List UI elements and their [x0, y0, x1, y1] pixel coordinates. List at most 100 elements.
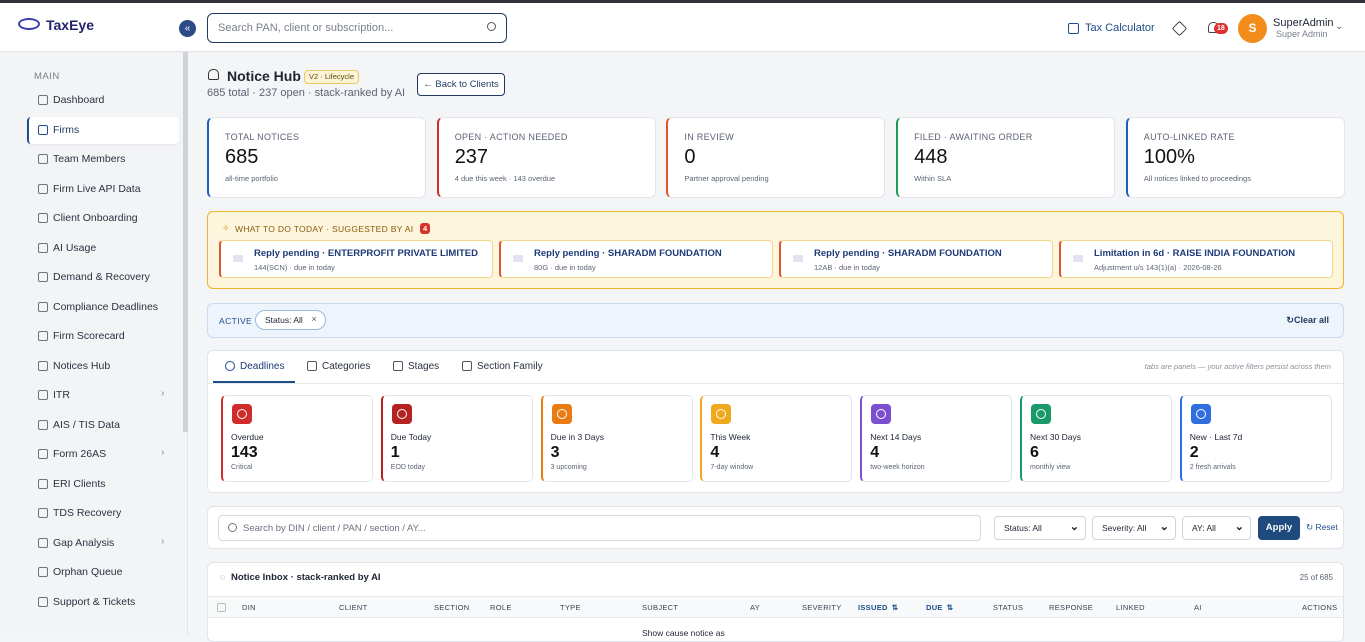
collapse-button[interactable]: « [179, 20, 196, 37]
ai-item[interactable]: Reply pending · SHARADM FOUNDATION 12AB ·… [779, 240, 1053, 278]
inbox-title: Notice Inbox · stack-ranked by AI [231, 572, 381, 583]
back-button[interactable]: ← Back to Clients [417, 73, 505, 96]
column-header[interactable]: TYPE [560, 603, 581, 612]
nav-label: Client Onboarding [53, 212, 138, 224]
row-subject: Show cause notice as [642, 628, 725, 638]
header-icon [208, 69, 219, 80]
active-label: ACTIVE [219, 316, 253, 326]
deadline-label: Due Today [390, 432, 432, 442]
column-header[interactable]: SEVERITY [802, 603, 842, 612]
tab-icon [307, 361, 317, 371]
column-header[interactable]: CLIENT [339, 603, 367, 612]
filter-select[interactable]: Severity: All ⌄ [1092, 516, 1176, 540]
nav-label: Dashboard [53, 94, 105, 106]
clear-all-label: Clear all [1293, 315, 1329, 325]
nav-icon [38, 478, 48, 489]
column-header[interactable]: LINKED [1116, 603, 1145, 612]
stat-label: TOTAL NOTICES [225, 132, 300, 142]
nav-item[interactable]: Firms [27, 116, 179, 144]
nav-item[interactable]: Orphan Queue [27, 559, 179, 586]
deadline-card[interactable]: Next 30 Days 6 monthly view [1020, 395, 1172, 482]
select-label: Status: All [1004, 523, 1042, 533]
nav-label: ERI Clients [53, 477, 106, 490]
deadline-note: 7-day window [710, 464, 754, 471]
ai-item[interactable]: Limitation in 6d · RAISE INDIA FOUNDATIO… [1059, 240, 1333, 278]
avatar[interactable]: S [1238, 14, 1267, 43]
deadline-card[interactable]: Next 14 Days 4 two-week horizon [860, 395, 1013, 482]
user-menu-chevron[interactable]: ⌄ [1335, 21, 1344, 32]
nav-item[interactable]: TDS Recovery [27, 500, 179, 527]
column-header[interactable]: STATUS [993, 603, 1023, 612]
deadline-label: Due in 3 Days [550, 432, 604, 442]
column-header[interactable]: SUBJECT [642, 603, 678, 612]
clear-all[interactable]: ↻Clear all [1286, 315, 1329, 325]
nav-item[interactable]: AIS / TIS Data [27, 412, 179, 439]
filter-select[interactable]: AY: All ⌄ [1182, 516, 1251, 540]
nav-item[interactable]: Notices Hub [27, 353, 179, 380]
nav-item[interactable]: Demand & Recovery [27, 264, 179, 291]
filter-chip-label: Status: All [265, 315, 303, 325]
logo-icon [18, 18, 40, 30]
ai-item-subtitle: 80G · due in today [534, 263, 596, 272]
nav-label: Demand & Recovery [53, 271, 150, 283]
stat-card: IN REVIEW 0 Partner approval pending [666, 117, 886, 198]
ai-item[interactable]: Reply pending · SHARADM FOUNDATION 80G · … [499, 240, 773, 278]
user-name: SuperAdmin [1273, 17, 1334, 29]
column-header[interactable]: SECTION [434, 603, 469, 612]
stat-card: AUTO-LINKED RATE 100% All notices linked t… [1125, 117, 1345, 198]
tab-label: Stages [408, 361, 440, 372]
column-header[interactable]: AI [1194, 603, 1202, 612]
global-search[interactable]: Search PAN, client or subscription... [207, 13, 507, 43]
apply-button[interactable]: Apply [1258, 516, 1300, 540]
nav-item[interactable]: Support & Tickets [27, 589, 179, 616]
nav-label: Firm Scorecard [53, 330, 125, 342]
nav-item[interactable]: Dashboard [27, 87, 179, 114]
column-header[interactable]: DIN [242, 603, 256, 612]
nav-item[interactable]: Compliance Deadlines [27, 294, 179, 321]
column-label: STATUS [993, 603, 1024, 612]
deadline-card[interactable]: Overdue 143 Critical [221, 395, 373, 482]
nav-item[interactable]: Team Members [27, 146, 179, 173]
eraser-icon[interactable] [1171, 20, 1188, 37]
nav-item[interactable]: Firm Scorecard [27, 323, 179, 350]
deadline-value: 6 [1030, 444, 1039, 461]
tab-label: Section Family [477, 361, 543, 372]
stat-value: 0 [684, 146, 696, 168]
ai-item[interactable]: Reply pending · ENTERPROFIT PRIVATE LIMI… [219, 240, 493, 278]
stat-value: 237 [454, 146, 489, 168]
nav-item[interactable]: AI Usage [27, 235, 179, 262]
notice-search[interactable]: Search by DIN / client / PAN / section /… [218, 515, 981, 541]
deadline-note: Critical [231, 464, 253, 471]
nav-item[interactable]: Form 26AS › [27, 441, 179, 468]
nav-item[interactable]: ERI Clients [27, 471, 179, 498]
nav-chevron: › [161, 447, 165, 458]
nav-item[interactable]: Gap Analysis › [27, 530, 179, 557]
tab-icon [393, 361, 403, 371]
select-all[interactable] [217, 603, 226, 612]
deadline-card[interactable]: Due in 3 Days 3 3 upcoming [540, 395, 693, 482]
filter-select[interactable]: Status: All ⌄ [994, 516, 1086, 540]
ai-item-title: Reply pending · SHARADM FOUNDATION [534, 248, 722, 259]
deadline-card[interactable]: New · Last 7d 2 2 fresh arrivals [1179, 395, 1332, 482]
nav-label: AI Usage [53, 241, 97, 254]
deadline-icon-glyph [237, 409, 247, 419]
nav-item[interactable]: Firm Live API Data [27, 176, 179, 203]
column-header[interactable]: ROLE [490, 603, 512, 612]
column-header[interactable]: ISSUED ⇅ [858, 603, 898, 612]
ai-item-subtitle: Adjustment u/s 143(1)(a) · 2026-08-26 [1094, 263, 1222, 272]
reset-link[interactable]: ↻ Reset [1306, 522, 1338, 532]
column-header[interactable]: RESPONSE [1049, 603, 1093, 612]
deadline-label: This Week [710, 432, 751, 442]
column-header[interactable]: DUE ⇅ [926, 603, 953, 612]
nav-icon [38, 449, 48, 459]
column-label: SECTION [434, 603, 470, 612]
filter-chip[interactable]: Status: All × [255, 310, 326, 330]
column-header[interactable]: ACTIONS [1302, 603, 1337, 612]
deadline-card[interactable]: Due Today 1 EOD today [380, 395, 533, 482]
tax-calculator-link[interactable]: Tax Calculator [1085, 22, 1155, 34]
column-header[interactable]: AY [750, 603, 760, 612]
nav-item[interactable]: ITR › [27, 382, 179, 409]
notice-search-placeholder: Search by DIN / client / PAN / section /… [243, 523, 426, 534]
deadline-card[interactable]: This Week 4 7-day window [700, 395, 853, 482]
nav-item[interactable]: Client Onboarding [27, 205, 179, 232]
